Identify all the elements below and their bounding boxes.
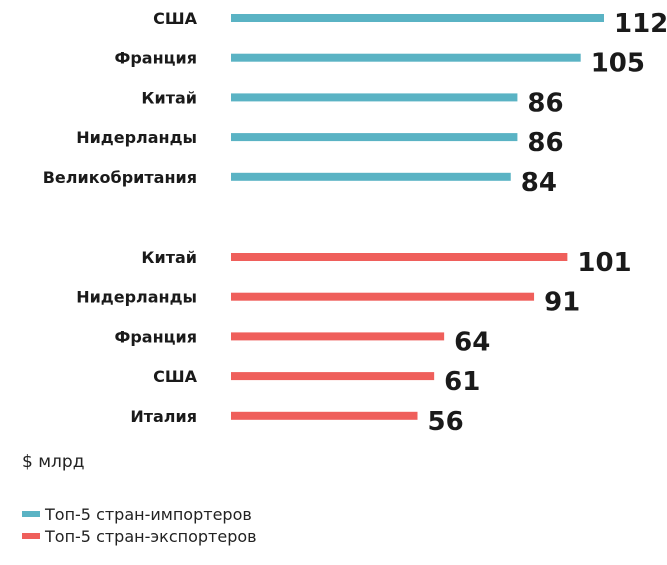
bar	[231, 14, 604, 22]
unit-label: $ млрд	[22, 452, 85, 472]
category-label: Китай	[141, 248, 197, 267]
bar	[231, 372, 435, 381]
category-label: Нидерланды	[76, 288, 197, 307]
value-label: 86	[527, 88, 563, 118]
category-label: Италия	[130, 407, 197, 426]
category-label: США	[153, 367, 198, 386]
value-label: 112	[614, 9, 667, 39]
bar	[231, 411, 418, 420]
bar	[231, 332, 445, 341]
bar	[231, 133, 518, 142]
bar	[231, 172, 511, 181]
legend-item-exporters: Топ-5 стран-экспортеров	[22, 525, 257, 547]
bar	[231, 253, 568, 261]
value-label: 84	[521, 168, 557, 198]
category-label: Великобритания	[43, 168, 197, 187]
bar-chart: США 112 Франция 105 Китай 86 Нидерланды 86 Велик…	[43, 9, 667, 437]
legend-label-exporters: Топ-5 стран-экспортеров	[45, 526, 257, 546]
bar	[231, 93, 518, 102]
bar	[231, 292, 535, 301]
category-label: Франция	[114, 327, 197, 346]
value-label: 61	[444, 367, 480, 397]
category-label: Китай	[141, 88, 197, 107]
legend-swatch-importers	[22, 511, 40, 517]
legend-swatch-exporters	[22, 533, 40, 539]
value-label: 56	[428, 407, 464, 437]
legend: Топ-5 стран-импортеров Топ-5 стран-экспо…	[22, 503, 257, 547]
value-label: 101	[577, 248, 631, 278]
value-label: 91	[544, 288, 580, 318]
category-label: США	[153, 9, 198, 28]
value-label: 86	[527, 128, 563, 158]
bar	[231, 53, 581, 62]
value-label: 105	[591, 49, 645, 79]
legend-item-importers: Топ-5 стран-импортеров	[22, 503, 257, 525]
value-label: 64	[454, 327, 490, 357]
category-label: Нидерланды	[76, 128, 197, 147]
category-label: Франция	[114, 49, 197, 68]
legend-label-importers: Топ-5 стран-импортеров	[45, 504, 252, 524]
